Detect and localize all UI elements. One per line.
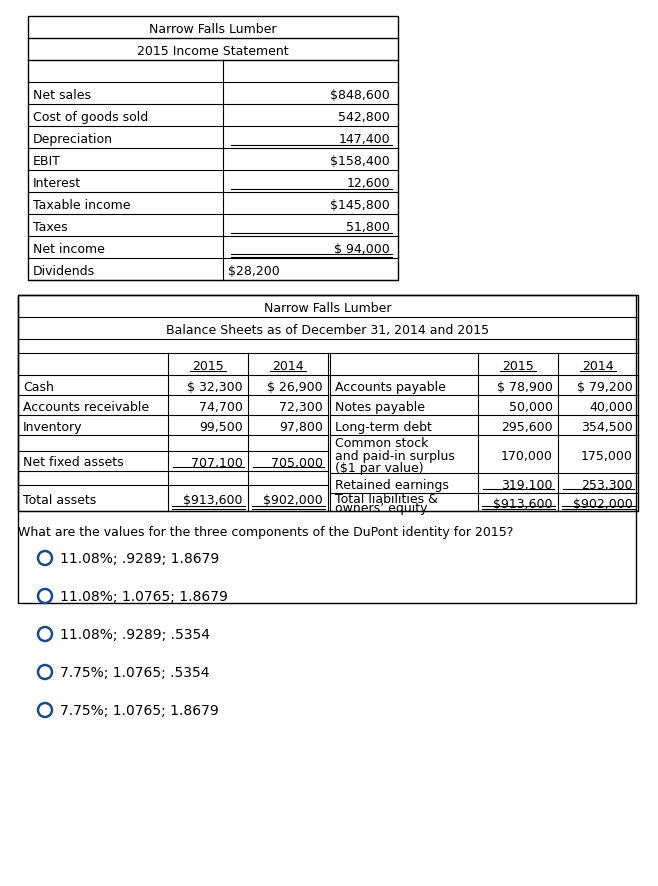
Text: $ 32,300: $ 32,300 bbox=[188, 380, 243, 393]
Text: Inventory: Inventory bbox=[23, 420, 82, 433]
Text: 51,800: 51,800 bbox=[346, 221, 390, 233]
Text: 97,800: 97,800 bbox=[279, 420, 323, 433]
Text: Interest: Interest bbox=[33, 176, 81, 190]
Text: Total liabilities &: Total liabilities & bbox=[335, 493, 438, 505]
Text: 40,000: 40,000 bbox=[589, 400, 633, 413]
Text: Long-term debt: Long-term debt bbox=[335, 420, 432, 433]
Text: $902,000: $902,000 bbox=[263, 493, 323, 506]
Text: 11.08%; .9289; .5354: 11.08%; .9289; .5354 bbox=[60, 627, 210, 641]
Text: Notes payable: Notes payable bbox=[335, 400, 425, 413]
Text: $158,400: $158,400 bbox=[330, 154, 390, 167]
Text: $145,800: $145,800 bbox=[330, 198, 390, 211]
Text: 2015: 2015 bbox=[502, 359, 534, 372]
Text: Retained earnings: Retained earnings bbox=[335, 478, 449, 491]
Text: $848,600: $848,600 bbox=[330, 89, 390, 101]
Text: owners’ equity: owners’ equity bbox=[335, 501, 428, 515]
Text: $ 26,900: $ 26,900 bbox=[267, 380, 323, 393]
Text: 175,000: 175,000 bbox=[581, 449, 633, 462]
Text: Net sales: Net sales bbox=[33, 89, 91, 101]
Text: $913,600: $913,600 bbox=[184, 493, 243, 506]
Text: $913,600: $913,600 bbox=[494, 497, 553, 510]
Text: 542,800: 542,800 bbox=[338, 111, 390, 123]
Bar bbox=[28, 17, 398, 281]
Text: 2015: 2015 bbox=[192, 359, 224, 372]
Text: 11.08%; .9289; 1.8679: 11.08%; .9289; 1.8679 bbox=[60, 551, 219, 565]
Text: Narrow Falls Lumber: Narrow Falls Lumber bbox=[149, 22, 277, 35]
Text: Accounts receivable: Accounts receivable bbox=[23, 400, 149, 413]
Text: Total assets: Total assets bbox=[23, 493, 96, 506]
Text: $ 78,900: $ 78,900 bbox=[497, 380, 553, 393]
Text: Balance Sheets as of December 31, 2014 and 2015: Balance Sheets as of December 31, 2014 a… bbox=[166, 323, 490, 336]
Text: 2014: 2014 bbox=[272, 359, 304, 372]
Text: 147,400: 147,400 bbox=[338, 132, 390, 145]
Text: 99,500: 99,500 bbox=[199, 420, 243, 433]
Text: Net fixed assets: Net fixed assets bbox=[23, 456, 124, 469]
Text: 170,000: 170,000 bbox=[501, 449, 553, 462]
Text: 319,100: 319,100 bbox=[501, 478, 553, 491]
Text: $ 79,200: $ 79,200 bbox=[577, 380, 633, 393]
Text: $28,200: $28,200 bbox=[228, 264, 280, 277]
Text: 2014: 2014 bbox=[582, 359, 614, 372]
Text: 354,500: 354,500 bbox=[581, 420, 633, 433]
Text: Narrow Falls Lumber: Narrow Falls Lumber bbox=[265, 301, 392, 315]
Text: 7.75%; 1.0765; .5354: 7.75%; 1.0765; .5354 bbox=[60, 665, 209, 680]
Text: 705,000: 705,000 bbox=[271, 456, 323, 469]
Text: 707,100: 707,100 bbox=[191, 456, 243, 469]
Text: ($1 par value): ($1 par value) bbox=[335, 462, 424, 475]
Text: Net income: Net income bbox=[33, 242, 105, 255]
Text: 253,300: 253,300 bbox=[582, 478, 633, 491]
Text: and paid-in surplus: and paid-in surplus bbox=[335, 449, 455, 462]
Text: Cash: Cash bbox=[23, 380, 54, 393]
Bar bbox=[18, 296, 636, 603]
Text: What are the values for the three components of the DuPont identity for 2015?: What are the values for the three compon… bbox=[18, 525, 513, 539]
Text: EBIT: EBIT bbox=[33, 154, 61, 167]
Text: Cost of goods sold: Cost of goods sold bbox=[33, 111, 148, 123]
Text: Common stock: Common stock bbox=[335, 436, 428, 449]
Text: 2015 Income Statement: 2015 Income Statement bbox=[137, 44, 289, 58]
Text: 12,600: 12,600 bbox=[346, 176, 390, 190]
Text: 74,700: 74,700 bbox=[199, 400, 243, 413]
Text: $902,000: $902,000 bbox=[573, 497, 633, 510]
Text: Taxable income: Taxable income bbox=[33, 198, 130, 211]
Text: 50,000: 50,000 bbox=[509, 400, 553, 413]
Text: $ 94,000: $ 94,000 bbox=[334, 242, 390, 255]
Text: Accounts payable: Accounts payable bbox=[335, 380, 446, 393]
Text: Taxes: Taxes bbox=[33, 221, 68, 233]
Text: 295,600: 295,600 bbox=[501, 420, 553, 433]
Text: 11.08%; 1.0765; 1.8679: 11.08%; 1.0765; 1.8679 bbox=[60, 589, 228, 603]
Text: Depreciation: Depreciation bbox=[33, 132, 113, 145]
Bar bbox=[18, 296, 638, 511]
Text: 72,300: 72,300 bbox=[279, 400, 323, 413]
Text: Dividends: Dividends bbox=[33, 264, 95, 277]
Text: 7.75%; 1.0765; 1.8679: 7.75%; 1.0765; 1.8679 bbox=[60, 703, 218, 717]
